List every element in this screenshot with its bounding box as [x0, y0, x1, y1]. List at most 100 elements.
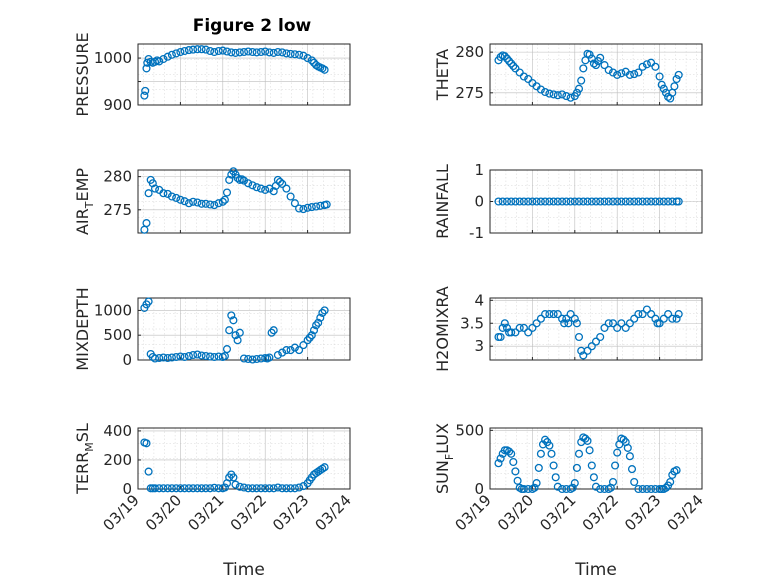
data-point	[591, 61, 601, 70]
data-point	[269, 48, 278, 57]
data-point	[596, 484, 605, 494]
data-point	[613, 448, 622, 457]
data-point	[651, 197, 660, 206]
data-point	[674, 310, 683, 319]
data-point	[210, 47, 219, 57]
y-tick-label: 500	[103, 326, 132, 344]
data-point	[290, 484, 299, 493]
data-point	[500, 52, 509, 61]
data-point	[225, 175, 234, 184]
y-axis-label: AIRTEMP	[73, 168, 96, 235]
data-point	[275, 177, 285, 186]
data-point	[189, 197, 198, 206]
data-point	[659, 84, 668, 93]
data-point	[322, 200, 331, 209]
data-point	[172, 49, 181, 58]
data-point	[604, 65, 613, 75]
axes-frame	[137, 297, 351, 361]
data-point	[541, 197, 550, 206]
y-tick-label: 280	[103, 168, 132, 186]
data-point	[159, 353, 168, 362]
data-point	[229, 316, 238, 325]
data-point	[505, 447, 514, 456]
x-tick-label: 03/22	[579, 491, 622, 534]
data-point	[581, 434, 590, 443]
data-point	[655, 319, 664, 328]
data-point	[642, 484, 651, 494]
data-point	[664, 310, 673, 319]
data-point	[570, 314, 579, 323]
data-point	[659, 314, 668, 323]
data-point	[142, 64, 151, 73]
data-point	[176, 352, 185, 361]
data-point	[150, 354, 160, 363]
x-tick-label: 03/20	[142, 491, 185, 534]
data-point	[184, 46, 193, 55]
data-point	[630, 314, 639, 323]
data-point	[197, 199, 206, 208]
data-point	[630, 197, 639, 206]
data-point	[261, 47, 270, 56]
data-point	[167, 192, 176, 201]
y-tick-label: 200	[103, 451, 132, 469]
data-point	[269, 187, 278, 196]
data-point	[184, 351, 193, 361]
data-point	[647, 484, 656, 494]
data-point	[505, 57, 514, 66]
data-point	[604, 319, 613, 328]
data-point	[651, 62, 660, 71]
data-point	[536, 314, 545, 323]
data-point	[197, 351, 206, 360]
data-point	[176, 195, 185, 204]
data-point	[244, 354, 253, 364]
data-point	[574, 449, 584, 458]
data-point	[189, 484, 198, 493]
data-point	[180, 352, 189, 362]
data-point	[647, 310, 656, 319]
data-point	[670, 82, 679, 91]
data-point	[256, 484, 266, 493]
data-point	[572, 463, 581, 472]
data-point	[148, 179, 157, 188]
data-point	[201, 351, 210, 361]
subplot-h2omixra: 3 3.5 4 H2OMIXRA	[433, 286, 703, 372]
data-point	[530, 483, 539, 492]
data-point	[206, 46, 215, 56]
data-point	[655, 197, 664, 206]
data-point	[511, 64, 520, 73]
data-point	[672, 314, 681, 323]
data-point	[282, 49, 291, 58]
data-point	[600, 61, 609, 70]
data-point	[674, 197, 683, 206]
data-point	[502, 54, 512, 63]
data-point	[608, 68, 618, 77]
data-point	[498, 197, 507, 206]
data-point	[244, 179, 253, 188]
data-point	[642, 197, 651, 206]
x-tick-label: 03/22	[227, 491, 270, 534]
data-point	[227, 48, 236, 57]
data-point	[524, 74, 533, 84]
data-point	[541, 87, 550, 97]
data-point	[233, 336, 242, 345]
data-point	[290, 343, 299, 352]
data-point	[286, 484, 295, 493]
data-point	[159, 54, 168, 64]
data-point	[222, 345, 232, 354]
data-point	[625, 452, 634, 461]
data-point	[299, 341, 308, 350]
data-point	[235, 48, 244, 57]
data-point	[634, 68, 643, 77]
data-point	[625, 319, 634, 328]
data-point	[519, 484, 528, 494]
data-point	[511, 328, 520, 337]
data-point	[269, 326, 278, 335]
data-point	[502, 197, 512, 206]
data-point	[672, 466, 681, 475]
y-axis-label: MIXDEPTH	[73, 287, 92, 370]
data-point	[282, 346, 291, 355]
